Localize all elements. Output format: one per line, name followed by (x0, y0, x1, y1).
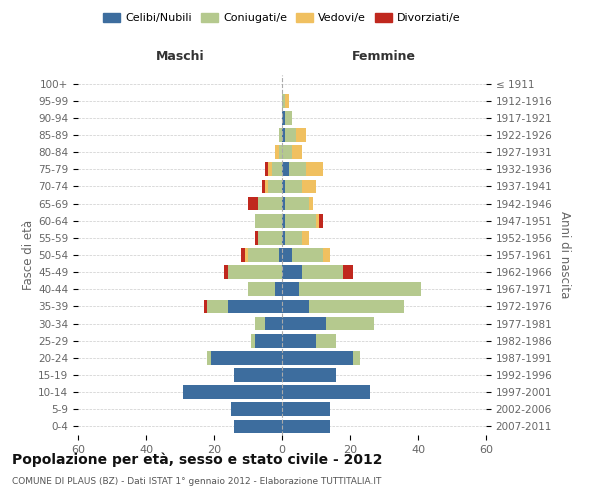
Bar (278, 128, 282, 142)
Bar (275, 146, 278, 159)
Bar (265, 180, 268, 194)
Bar (248, 282, 275, 296)
Bar (258, 196, 282, 210)
Bar (282, 368, 337, 382)
Bar (292, 146, 302, 159)
Bar (278, 146, 282, 159)
Bar (309, 300, 404, 314)
Legend: Celibi/Nubili, Coniugati/e, Vedovi/e, Divorziati/e: Celibi/Nubili, Coniugati/e, Vedovi/e, Di… (99, 8, 465, 28)
Bar (282, 248, 292, 262)
Bar (286, 214, 316, 228)
Bar (282, 231, 286, 244)
Bar (282, 316, 326, 330)
Bar (282, 111, 286, 124)
Bar (299, 282, 421, 296)
Bar (323, 248, 329, 262)
Bar (302, 231, 309, 244)
Bar (204, 300, 207, 314)
Bar (255, 316, 265, 330)
Bar (286, 180, 302, 194)
Bar (286, 111, 292, 124)
Bar (306, 162, 323, 176)
Bar (251, 334, 255, 347)
Y-axis label: Fasce di età: Fasce di età (22, 220, 35, 290)
Bar (316, 214, 319, 228)
Bar (282, 162, 289, 176)
Bar (262, 180, 265, 194)
Bar (319, 214, 323, 228)
Bar (211, 351, 282, 364)
Bar (286, 196, 309, 210)
Bar (265, 316, 282, 330)
Bar (343, 266, 353, 279)
Bar (265, 162, 268, 176)
Bar (227, 300, 282, 314)
Bar (282, 334, 316, 347)
Bar (302, 266, 343, 279)
Bar (235, 368, 282, 382)
Bar (296, 128, 306, 142)
Bar (282, 180, 286, 194)
Bar (278, 248, 282, 262)
Bar (268, 162, 272, 176)
Bar (255, 231, 258, 244)
Bar (255, 214, 282, 228)
Y-axis label: Anni di nascita: Anni di nascita (558, 212, 571, 298)
Bar (282, 282, 299, 296)
Bar (282, 146, 292, 159)
Bar (275, 282, 282, 296)
Bar (326, 316, 374, 330)
Text: Femmine: Femmine (352, 50, 416, 63)
Text: COMUNE DI PLAUS (BZ) - Dati ISTAT 1° gennaio 2012 - Elaborazione TUTTITALIA.IT: COMUNE DI PLAUS (BZ) - Dati ISTAT 1° gen… (12, 478, 382, 486)
Bar (302, 180, 316, 194)
Bar (245, 248, 248, 262)
Bar (316, 334, 337, 347)
Bar (282, 214, 286, 228)
Bar (207, 300, 227, 314)
Bar (248, 196, 258, 210)
Bar (282, 420, 329, 434)
Bar (248, 248, 278, 262)
Bar (282, 351, 353, 364)
Bar (282, 128, 286, 142)
Bar (282, 402, 329, 416)
Bar (309, 196, 313, 210)
Bar (231, 402, 282, 416)
Bar (282, 386, 370, 399)
Bar (268, 180, 282, 194)
Bar (292, 248, 323, 262)
Text: Popolazione per età, sesso e stato civile - 2012: Popolazione per età, sesso e stato civil… (12, 452, 383, 467)
Text: Maschi: Maschi (155, 50, 205, 63)
Bar (255, 334, 282, 347)
Bar (235, 420, 282, 434)
Bar (227, 266, 282, 279)
Bar (286, 231, 302, 244)
Bar (272, 162, 282, 176)
Bar (282, 266, 302, 279)
Bar (286, 94, 289, 108)
Bar (241, 248, 245, 262)
Bar (353, 351, 360, 364)
Bar (289, 162, 306, 176)
Bar (258, 231, 282, 244)
Bar (282, 300, 309, 314)
Bar (184, 386, 282, 399)
Bar (207, 351, 211, 364)
Bar (286, 128, 296, 142)
Bar (282, 94, 286, 108)
Bar (282, 196, 286, 210)
Bar (224, 266, 227, 279)
